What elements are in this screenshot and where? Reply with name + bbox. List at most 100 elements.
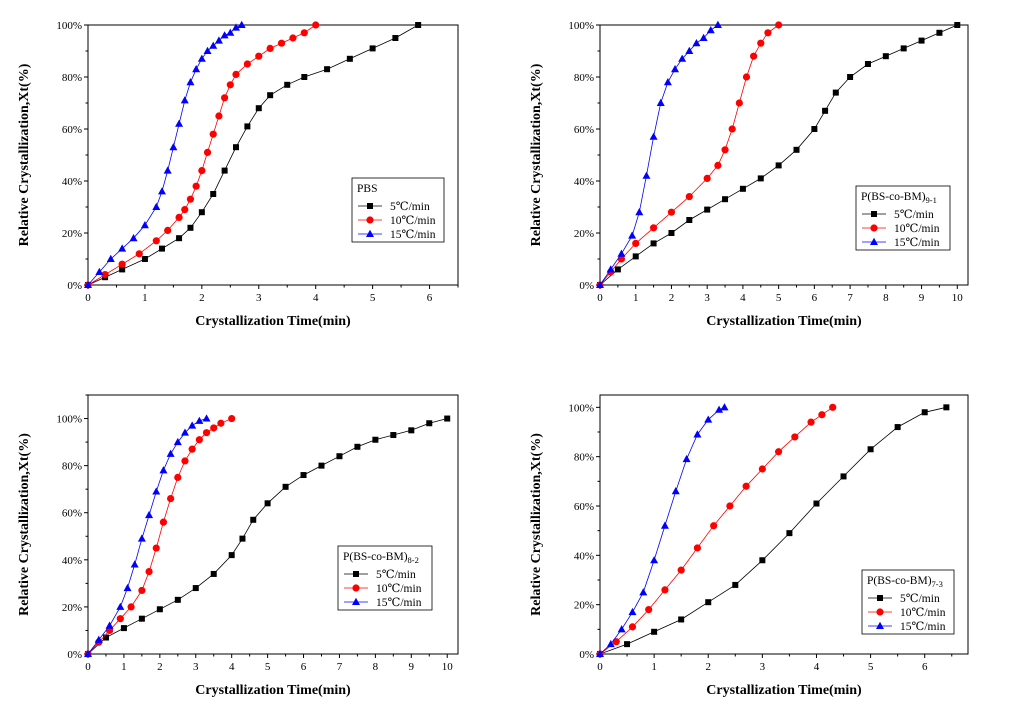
data-point-triangle [220, 31, 229, 39]
data-point-circle [728, 125, 736, 133]
data-point-square [228, 552, 235, 559]
data-point-triangle [617, 249, 626, 257]
data-point-square [686, 217, 693, 223]
data-point-square [392, 35, 399, 41]
x-tick-label: 2 [705, 661, 711, 673]
legend: P(BS-co-BM)9-1 5℃/min 10℃/min 15℃/min [855, 185, 951, 251]
x-tick-label: 3 [193, 661, 199, 673]
x-tick-label: 0 [85, 292, 91, 304]
data-point-triangle [704, 415, 713, 423]
x-tick-label: 4 [229, 661, 235, 673]
x-axis-title: Crystallization Time(min) [706, 314, 862, 329]
data-point-triangle [186, 78, 195, 86]
x-axis-title: Crystallization Time(min) [195, 314, 351, 329]
x-tick-label: 5 [776, 292, 782, 304]
data-point-circle [617, 255, 626, 263]
data-point-triangle [650, 556, 659, 564]
data-point-square [353, 571, 359, 577]
data-point-square [233, 144, 239, 151]
data-point-triangle [130, 560, 139, 568]
legend-entry-label: 15℃/min [376, 597, 422, 609]
data-point-square [156, 606, 163, 613]
data-point-square [632, 253, 639, 260]
data-point-circle [300, 29, 308, 37]
x-tick-label: 6 [427, 292, 433, 304]
y-tick-label: 0% [67, 649, 82, 661]
data-point-square [786, 530, 793, 537]
data-point-circle [818, 411, 826, 419]
x-axis-title: Crystallization Time(min) [195, 683, 351, 698]
data-point-square [614, 266, 621, 273]
data-point-square [267, 92, 274, 99]
data-point-circle [710, 522, 718, 530]
data-point-square [282, 483, 289, 490]
plot-frame [87, 24, 459, 286]
data-point-square [210, 570, 217, 577]
series-circle [84, 414, 236, 658]
data-point-square [822, 107, 829, 114]
x-axis-title: Crystallization Time(min) [706, 683, 862, 698]
y-tick-label: 20% [62, 602, 82, 614]
data-point-circle [118, 260, 126, 268]
data-point-triangle [84, 280, 92, 288]
data-point-circle [829, 403, 837, 411]
data-point-square [840, 473, 847, 480]
legend-entry-label: 5℃/min [894, 209, 934, 221]
data-point-triangle [202, 414, 211, 422]
data-point-circle [175, 213, 183, 221]
data-point-circle [152, 237, 160, 245]
x-tick-label: 10 [952, 292, 964, 304]
data-point-triangle [876, 621, 884, 629]
data-point-square [192, 585, 199, 592]
x-tick-label: 9 [919, 292, 925, 304]
legend: P(BS-co-BM)8-2 5℃/min 10℃/min 15℃/min [337, 545, 433, 611]
data-point-triangle [649, 132, 658, 140]
data-point-circle [164, 226, 172, 234]
legend-entry-label: 5℃/min [390, 201, 430, 213]
data-point-square [705, 599, 712, 606]
data-point-triangle [203, 46, 212, 54]
legend-box [337, 545, 433, 611]
data-point-square [141, 256, 148, 262]
data-point-square [811, 126, 818, 132]
data-point-triangle [137, 534, 146, 542]
data-point-square [894, 424, 901, 431]
data-point-circle [870, 224, 878, 232]
data-point-triangle [159, 466, 168, 474]
data-point-circle [312, 21, 320, 29]
x-tick-label: 3 [760, 661, 766, 673]
data-point-triangle [671, 487, 680, 495]
data-point-square [367, 203, 373, 209]
data-point-triangle [606, 265, 615, 273]
series-triangle [596, 20, 722, 288]
data-point-triangle [232, 23, 240, 31]
data-point-triangle [180, 96, 189, 104]
data-point-square [159, 245, 165, 252]
plot-frame [599, 394, 969, 655]
data-point-square [264, 500, 271, 507]
data-point-circle [152, 544, 160, 552]
x-tick-label: 4 [313, 292, 319, 304]
series-circle [84, 21, 320, 289]
data-point-triangle [195, 416, 204, 424]
data-point-square [759, 557, 766, 564]
data-point-triangle [713, 20, 722, 28]
data-point-square [301, 74, 308, 80]
y-tick-label: 0% [579, 280, 594, 292]
data-point-circle [266, 44, 274, 53]
data-point-triangle [706, 26, 715, 34]
data-point-square [757, 175, 764, 182]
legend-entry-label: 15℃/min [390, 229, 436, 241]
data-point-circle [188, 445, 196, 453]
data-point-circle [202, 429, 211, 437]
data-point-triangle [692, 39, 701, 47]
data-point-square [336, 453, 343, 460]
x-tick-label: 1 [651, 661, 657, 673]
legend: PBS 5℃/min 10℃/min 15℃/min [351, 177, 445, 243]
data-point-square [864, 61, 871, 67]
data-point-circle [685, 193, 693, 201]
data-point-circle [277, 39, 286, 47]
chart-panel-top-right: 0 1 2 3 4 5 6 7 8 9 100%20%40%60%80%100%Crystalliz… [529, 20, 969, 329]
data-point-square [408, 427, 415, 434]
data-point-triangle [140, 221, 149, 229]
